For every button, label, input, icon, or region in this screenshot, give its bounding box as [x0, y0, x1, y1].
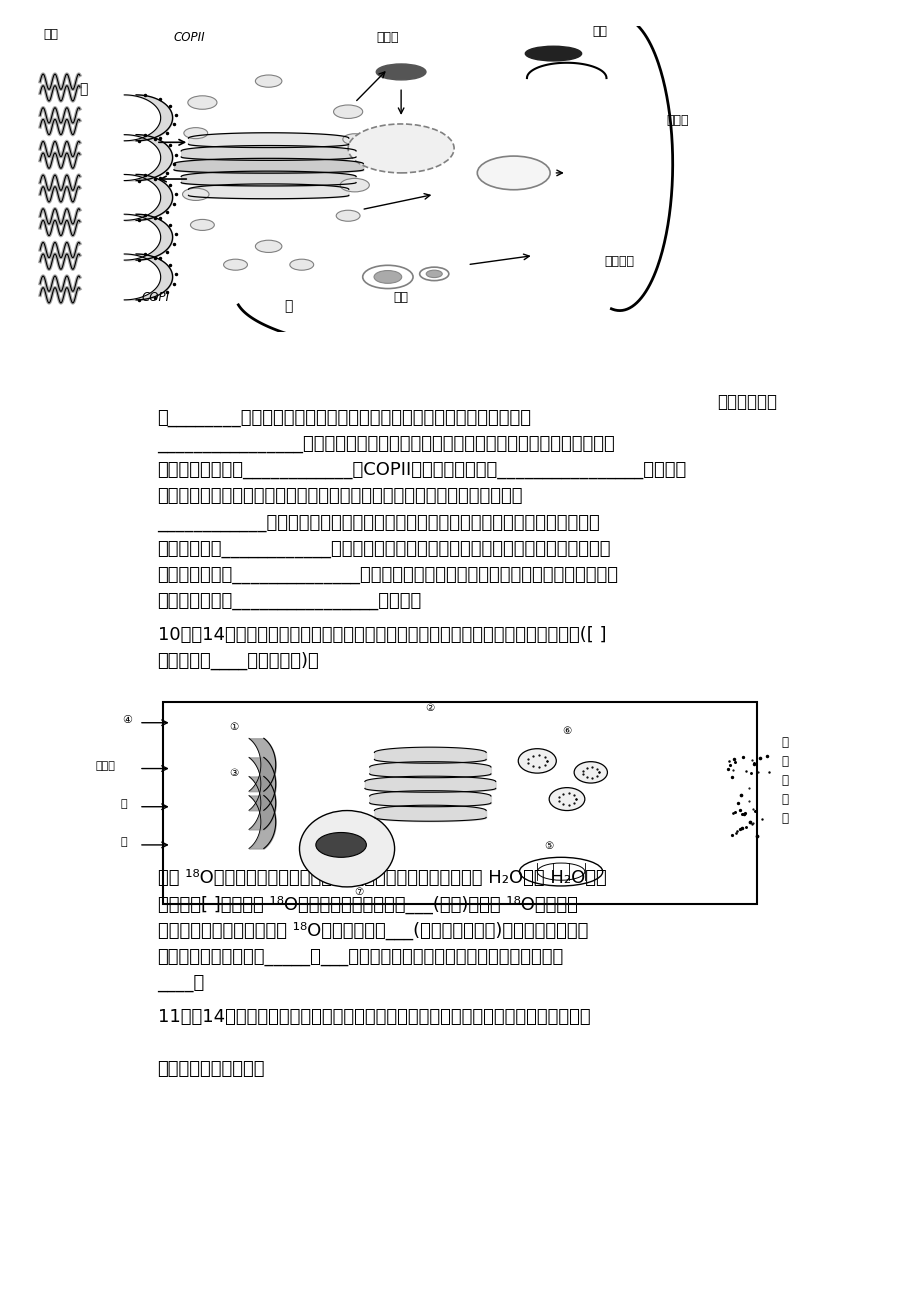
Text: ⑥: ⑥ — [562, 727, 571, 736]
Circle shape — [343, 134, 367, 145]
Ellipse shape — [525, 47, 581, 61]
Text: 中填序号，____上填写名称)：: 中填序号，____上填写名称)： — [157, 652, 319, 671]
Circle shape — [255, 76, 281, 87]
Text: 乙: 乙 — [284, 299, 292, 314]
Circle shape — [187, 96, 217, 109]
Ellipse shape — [376, 64, 425, 79]
Circle shape — [223, 259, 247, 271]
Text: 水: 水 — [120, 837, 127, 846]
Ellipse shape — [315, 832, 366, 857]
Text: ____________可以帮助实现这些蛋白质的回收。囊泡与细胞膜融合过程反映了生物膜: ____________可以帮助实现这些蛋白质的回收。囊泡与细胞膜融合过程反映了… — [157, 513, 600, 531]
Text: 溶酶体起源于: 溶酶体起源于 — [717, 393, 777, 411]
Text: 氨基酸: 氨基酸 — [96, 760, 115, 771]
Circle shape — [374, 271, 402, 284]
Text: 现了细胞膜具有________________的功能。: 现了细胞膜具有________________的功能。 — [157, 592, 422, 611]
Text: 球: 球 — [780, 755, 788, 768]
Text: ⑤: ⑤ — [544, 841, 553, 850]
Text: 10．（14分）下图是人体甲状腺细胞摄取原料合成甲状腺球蛋白的基本过程，试回答([ ]: 10．（14分）下图是人体甲状腺细胞摄取原料合成甲状腺球蛋白的基本过程，试回答(… — [157, 626, 606, 644]
Circle shape — [335, 210, 359, 221]
Text: 碘: 碘 — [120, 798, 127, 809]
Text: 细胞膜: 细胞膜 — [665, 115, 687, 128]
Text: 乙________（细胞器名称）。除了图中所示的功能外，溶酶体还能够分解: 乙________（细胞器名称）。除了图中所示的功能外，溶酶体还能够分解 — [157, 409, 531, 427]
Circle shape — [334, 105, 362, 118]
Text: 11．（14分）下图为桑基鱼塘农业生态系统局部的能量流动，图中字母代表相应能量。: 11．（14分）下图为桑基鱼塘农业生态系统局部的能量流动，图中字母代表相应能量。 — [157, 1008, 590, 1026]
Text: 甲: 甲 — [780, 736, 788, 749]
Circle shape — [425, 271, 442, 277]
Circle shape — [182, 189, 209, 201]
Text: 核膜: 核膜 — [44, 29, 59, 42]
Text: ③: ③ — [229, 768, 238, 779]
Text: ②: ② — [425, 703, 435, 713]
Text: 甲: 甲 — [79, 82, 87, 96]
Text: 囊泡: 囊泡 — [393, 292, 408, 305]
Circle shape — [340, 178, 369, 191]
Circle shape — [347, 124, 454, 173]
Circle shape — [289, 259, 313, 271]
Text: 请据图回答以下问题：: 请据图回答以下问题： — [157, 1060, 265, 1078]
Text: 白: 白 — [780, 812, 788, 825]
Circle shape — [573, 762, 607, 783]
Text: 若含 ¹⁸O的氨基酸在甲状腺细胞内合成甲状腺球蛋白过程中产生了 H₂O，则 H₂O的生: 若含 ¹⁸O的氨基酸在甲状腺细胞内合成甲状腺球蛋白过程中产生了 H₂O，则 H₂… — [157, 870, 606, 887]
Text: ④: ④ — [122, 715, 132, 725]
Text: 名称）向乙运输「货物」。若定位在甲中的某些蛋白质偶然掺入乙，则图中的: 名称）向乙运输「货物」。若定位在甲中的某些蛋白质偶然掺入乙，则图中的 — [157, 487, 523, 505]
Text: COPI: COPI — [142, 292, 170, 305]
Text: 膜的主要成分中有____________。COPII被膜小泡负责从甲________________（细胞器: 膜的主要成分中有____________。COPII被膜小泡负责从甲______… — [157, 461, 686, 479]
Text: 状: 状 — [780, 773, 788, 786]
Text: 蛋: 蛋 — [780, 793, 788, 806]
Text: 细胞的运输方式依次为_____和___；细胞合成的甲状腺球蛋白运出细胞的方式为: 细胞的运输方式依次为_____和___；细胞合成的甲状腺球蛋白运出细胞的方式为 — [157, 948, 563, 966]
Circle shape — [549, 788, 584, 811]
Ellipse shape — [300, 811, 394, 887]
Circle shape — [477, 156, 550, 190]
Circle shape — [190, 220, 214, 230]
Text: ①: ① — [229, 723, 238, 732]
Text: 基酸培养上图细胞，则出现 ¹⁸O的部位依次为___(用图中序号回答)。其中碘和水进入: 基酸培养上图细胞，则出现 ¹⁸O的部位依次为___(用图中序号回答)。其中碘和水… — [157, 922, 587, 940]
Text: 与靶细胞膜上的______________结合，引起靶细胞原有的生理活动发生变化。此过程体: 与靶细胞膜上的______________结合，引起靶细胞原有的生理活动发生变化… — [157, 566, 618, 583]
Circle shape — [184, 128, 208, 138]
Circle shape — [517, 749, 556, 773]
Text: ________________，以保持细胞的功能稳定。脂溶性物质容易透过细胞膜，表明细胞: ________________，以保持细胞的功能稳定。脂溶性物质容易透过细胞膜… — [157, 435, 615, 453]
Text: 成部位是[ ]；水中的 ¹⁸O最可能来自于氨基酸的___(基团)。用含 ¹⁸O标记的氨: 成部位是[ ]；水中的 ¹⁸O最可能来自于氨基酸的___(基团)。用含 ¹⁸O标… — [157, 896, 577, 914]
Text: 溶酶体: 溶酶体 — [376, 31, 399, 44]
Text: ____。: ____。 — [157, 974, 205, 992]
Text: 分泌蛋白: 分泌蛋白 — [604, 255, 634, 268]
Text: 细菌: 细菌 — [592, 25, 607, 38]
Text: COPII: COPII — [173, 31, 205, 44]
Circle shape — [255, 240, 281, 253]
Text: 在结构上具有____________特点。该细胞分泌出的蛋白质在人体内被运输到靶细胞时，: 在结构上具有____________特点。该细胞分泌出的蛋白质在人体内被运输到靶… — [157, 540, 610, 557]
Text: ⑦: ⑦ — [354, 887, 363, 897]
